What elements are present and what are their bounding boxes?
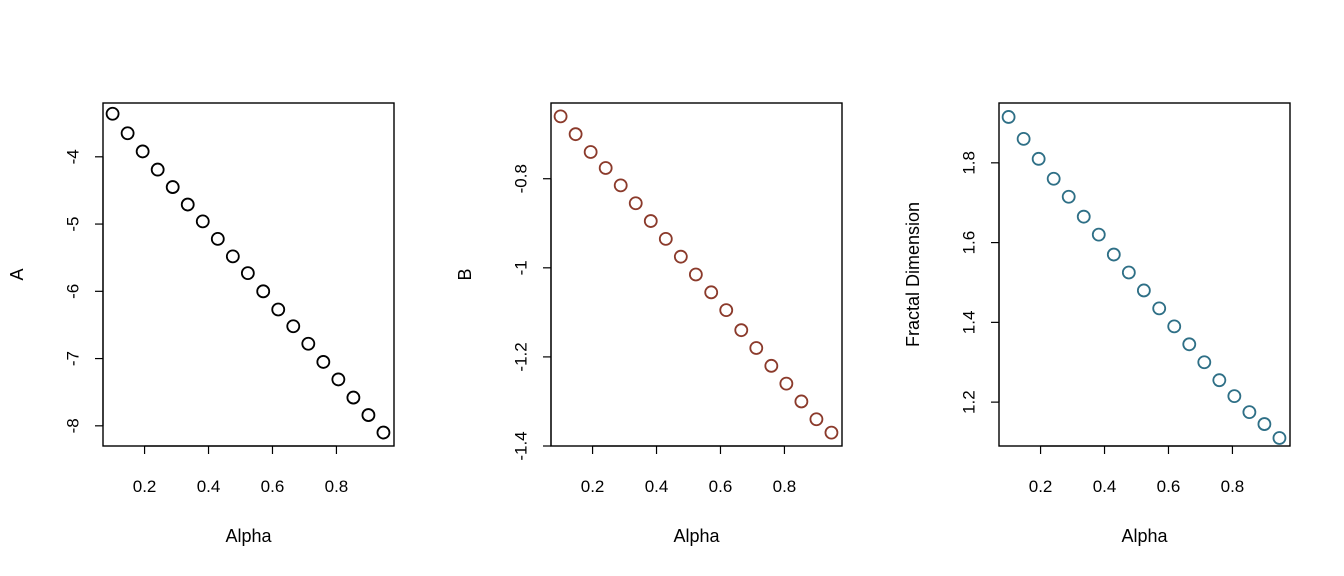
data-point [135,144,150,159]
y-tick-label: -6 [64,284,83,299]
data-point [376,425,391,440]
data-point [704,285,719,300]
data-point [719,303,734,318]
y-tick-label: -0.8 [512,164,531,193]
y-axis-label: Fractal Dimension [903,202,923,347]
data-point [824,425,839,440]
x-tick-label: 0.6 [261,477,285,496]
data-point [779,376,794,391]
data-point [180,197,195,212]
y-tick-label: 1.2 [960,390,979,414]
y-tick-label: 1.8 [960,151,979,175]
x-tick-label: 0.6 [709,477,733,496]
data-point [165,180,180,194]
data-point [809,412,824,427]
y-tick-label: 1.6 [960,231,979,255]
data-point [1152,301,1167,316]
data-point [1121,265,1136,280]
y-tick-label: -4 [64,149,83,164]
data-point [583,145,598,159]
data-point [105,106,120,121]
data-point [1076,209,1091,224]
data-point [598,161,613,175]
data-point [1212,373,1227,388]
x-tick-label: 0.8 [773,477,797,496]
x-axis-label: Alpha [673,526,720,546]
data-point [346,390,361,405]
data-point [240,266,255,281]
x-tick-label: 0.8 [325,477,349,496]
data-point [613,178,628,193]
data-point [794,394,809,409]
y-tick-label: -8 [64,418,83,433]
data-point [331,372,346,387]
data-point [1167,319,1182,334]
plot-frame [102,102,395,447]
y-tick-label: -1.4 [512,431,531,460]
y-axis-label: B [455,268,475,280]
data-point [1257,417,1272,431]
data-point [271,302,286,317]
panel-1: 0.2 0.4 0.6 0.8 -4 -5 -6 -7 -8 Alpha A [7,102,395,546]
panel-2: 0.2 0.4 0.6 0.8 -0.8 -1 -1.2 -1.4 Alpha B [455,102,843,546]
data-point [643,214,658,228]
data-point [734,323,749,338]
x-tick-label: 0.8 [1221,477,1245,496]
x-tick-label: 0.4 [1093,477,1117,496]
plot-frame [550,102,843,447]
panel-3: 0.2 0.4 0.6 0.8 1.2 1.4 1.6 1.8 Alpha Fractal Dim… [903,102,1291,546]
data-point [1046,171,1061,186]
data-point [1197,355,1212,370]
data-point [568,127,583,142]
x-tick-label: 0.4 [197,477,221,496]
data-point [316,355,331,369]
x-axis-label: Alpha [225,526,272,546]
x-tick-label: 0.2 [1029,477,1053,496]
data-point [764,358,779,373]
data-point [120,126,135,141]
y-tick-label: 1.4 [960,311,979,335]
data-point [210,231,225,246]
data-point [1182,337,1197,352]
data-point [1136,283,1151,298]
data-point [553,109,568,124]
data-point [150,162,165,177]
data-point [658,231,673,246]
data-point [256,284,271,299]
data-point [1091,227,1106,242]
data-point [1272,431,1287,445]
data-point [688,267,703,282]
x-tick-label: 0.6 [1157,477,1181,496]
data-point [628,196,643,211]
y-tick-label: -1 [512,260,531,275]
data-point [673,249,688,264]
data-point [1227,389,1242,404]
x-tick-label: 0.2 [581,477,605,496]
data-point [1001,110,1016,124]
y-tick-label: -1.2 [512,342,531,371]
data-point [1106,247,1121,262]
x-axis-label: Alpha [1121,526,1168,546]
x-tick-label: 0.4 [645,477,669,496]
data-point [749,341,764,355]
data-point [1016,131,1031,146]
data-point [225,249,240,264]
y-axis-label: A [7,268,27,280]
data-point [301,336,316,351]
data-point [195,214,210,229]
y-tick-label: -7 [64,351,83,366]
data-point [1031,151,1046,166]
data-point [286,319,301,334]
x-tick-label: 0.2 [133,477,157,496]
data-point [1061,189,1076,204]
data-point [361,408,376,422]
y-tick-label: -5 [64,216,83,231]
data-point [1242,405,1257,419]
